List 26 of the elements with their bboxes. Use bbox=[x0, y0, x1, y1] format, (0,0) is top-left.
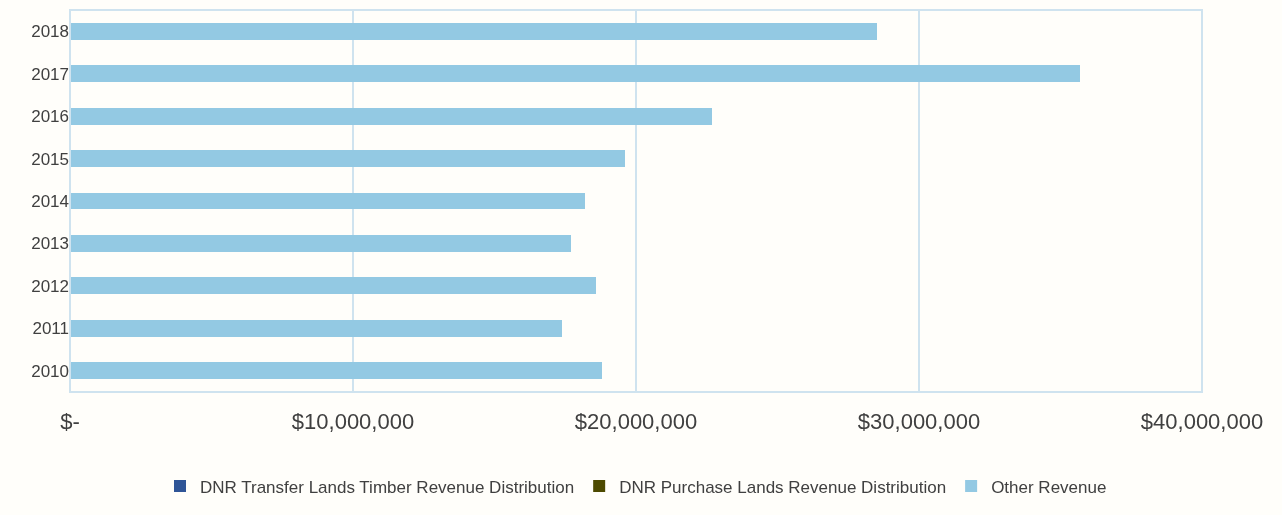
y-tick-label: 2014 bbox=[31, 191, 69, 211]
x-tick-label: $30,000,000 bbox=[857, 409, 981, 434]
y-tick-label: 2012 bbox=[31, 276, 69, 296]
y-tick-label: 2018 bbox=[31, 22, 69, 42]
y-tick-label: 2013 bbox=[31, 234, 69, 254]
y-tick-label: 2016 bbox=[31, 107, 69, 127]
x-tick-label: $20,000,000 bbox=[574, 409, 698, 434]
y-tick-label: 2011 bbox=[32, 319, 69, 339]
legend-label: Other Revenue bbox=[991, 477, 1107, 497]
bar bbox=[70, 277, 597, 295]
bar bbox=[70, 107, 713, 125]
x-tick-label: $- bbox=[60, 409, 80, 434]
x-tick-label: $40,000,000 bbox=[1140, 409, 1264, 434]
bar bbox=[70, 362, 603, 380]
legend-label: DNR Purchase Lands Revenue Distribution bbox=[619, 477, 947, 497]
y-tick-label: 2017 bbox=[31, 64, 69, 84]
bar bbox=[70, 234, 571, 252]
y-tick-label: 2015 bbox=[31, 149, 69, 169]
y-tick-label: 2010 bbox=[31, 361, 69, 381]
bar bbox=[70, 192, 586, 210]
bar bbox=[70, 22, 877, 40]
legend-label: DNR Transfer Lands Timber Revenue Distribution bbox=[200, 477, 575, 497]
bar bbox=[70, 319, 563, 337]
bar bbox=[70, 65, 1081, 83]
x-tick-label: $10,000,000 bbox=[291, 409, 415, 434]
bar bbox=[70, 150, 625, 168]
